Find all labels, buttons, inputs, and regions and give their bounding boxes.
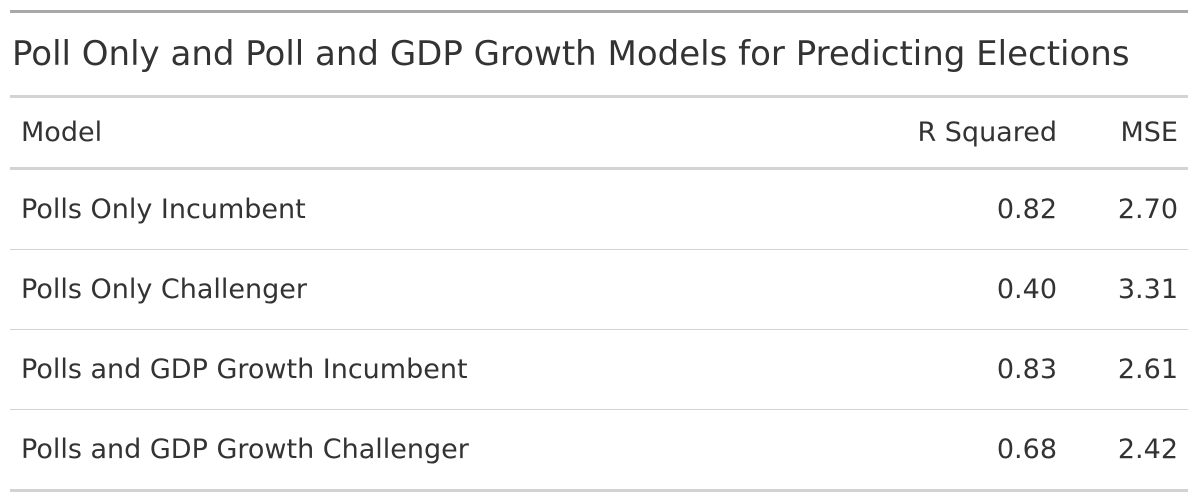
model-cell: Polls Only Challenger [10, 249, 836, 330]
mse-cell: 2.61 [1067, 329, 1188, 410]
r-squared-cell: 0.83 [836, 329, 1067, 410]
column-header-mse: MSE [1067, 96, 1188, 170]
mse-cell: 3.31 [1067, 249, 1188, 330]
mse-cell: 2.70 [1117, 194, 1178, 225]
model-cell: Polls and GDP Growth Incumbent [10, 329, 836, 410]
title-row: Poll Only and Poll and GDP Growth Models… [10, 11, 1188, 98]
column-header-model: Model [10, 96, 836, 170]
header-row: Model R Squared MSE [10, 96, 1188, 170]
results-table: Poll Only and Poll and GDP Growth Models… [10, 10, 1188, 492]
model-cell: Polls and GDP Growth Challenger [10, 409, 836, 491]
r-squared-cell: 0.68 [836, 409, 1067, 491]
mse-cell: 2.42 [1067, 409, 1188, 491]
r-squared-cell: 0.82 [996, 194, 1057, 225]
table-row: Polls and GDP Growth Incumbent 0.83 2.61 [10, 329, 1188, 410]
column-header-r-squared: R Squared [836, 96, 1067, 170]
table-title: Poll Only and Poll and GDP Growth Models… [10, 11, 1188, 98]
table-row: Polls and GDP Growth Challenger 0.68 2.4… [10, 409, 1188, 491]
r-squared-cell: 0.40 [836, 249, 1067, 330]
table-row: Polls Only Incumbent 0.82 2.70 [10, 169, 1188, 250]
model-cell: Polls Only Incumbent [21, 194, 306, 225]
table-row: Polls Only Challenger 0.40 3.31 [10, 249, 1188, 330]
